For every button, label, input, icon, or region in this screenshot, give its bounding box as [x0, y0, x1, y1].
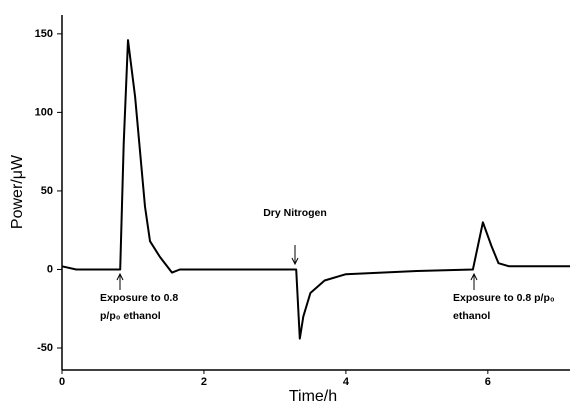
- y-tick-label: 0: [47, 263, 53, 275]
- y-tick-label: 150: [35, 28, 53, 40]
- y-tick-label: -50: [37, 342, 53, 354]
- x-axis-label: Time/h: [289, 388, 337, 405]
- annotation: Exposure to 0.8 p/p₀: [453, 292, 555, 304]
- annotation: Exposure to 0.8: [100, 292, 178, 304]
- y-tick-label: 100: [35, 106, 53, 118]
- annotation: Dry Nitrogen: [263, 207, 327, 219]
- arrow: [470, 272, 478, 290]
- annotation: p/p₀ ethanol: [100, 310, 161, 322]
- x-tick-label: 2: [201, 376, 207, 388]
- x-tick-label: 6: [485, 376, 491, 388]
- y-tick-label: 50: [41, 185, 53, 197]
- arrow: [291, 245, 299, 266]
- arrows: [116, 245, 478, 290]
- x-tick-label: 4: [343, 376, 350, 388]
- data-line: [61, 39, 570, 340]
- x-tick-label: 0: [59, 376, 65, 388]
- arrow: [116, 272, 124, 290]
- annotation: ethanol: [453, 310, 490, 322]
- y-axis-label: Power/μW: [9, 154, 26, 229]
